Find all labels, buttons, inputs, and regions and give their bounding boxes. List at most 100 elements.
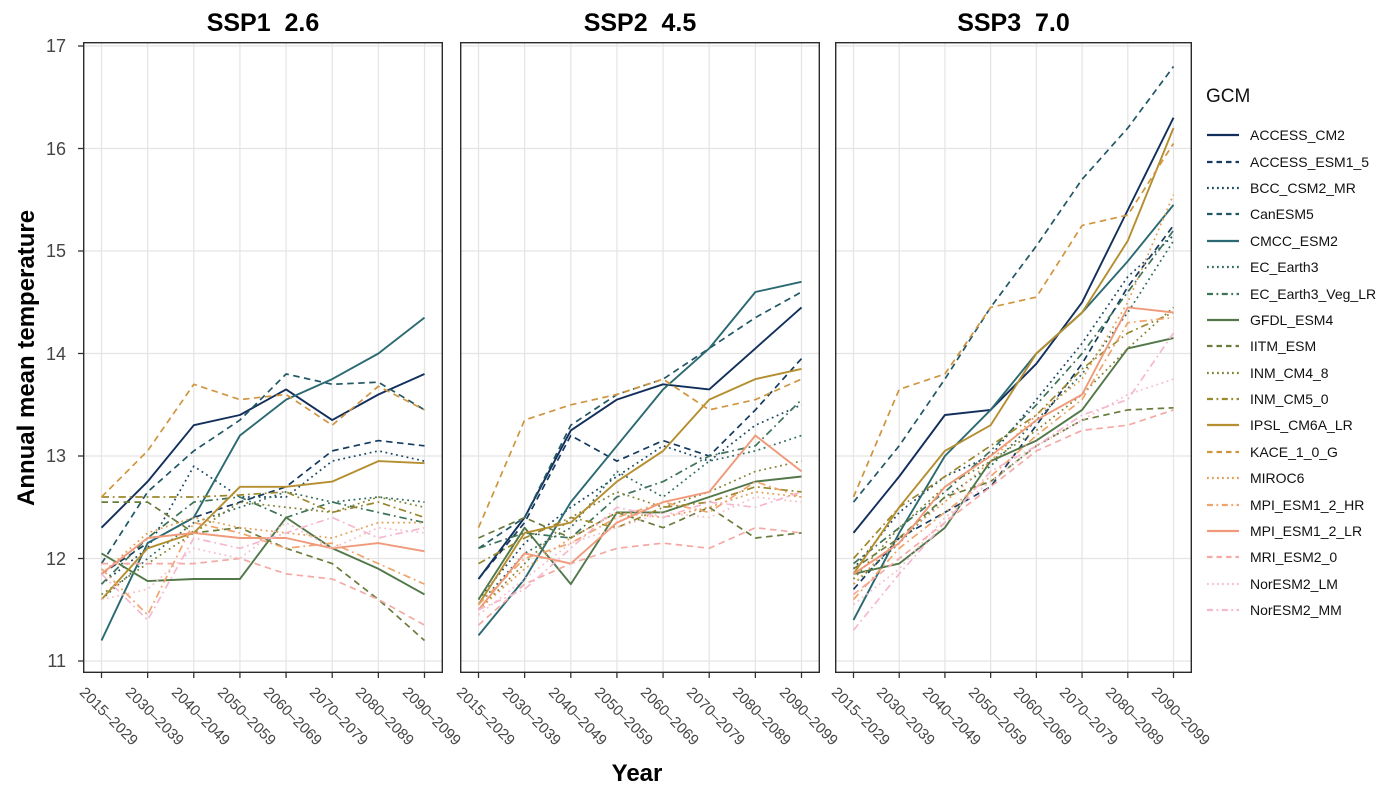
y-tick-label: 14 [45,343,66,364]
legend-key-line-icon [1207,450,1239,453]
series-line-EC_Earth3_Veg_LR [100,496,425,585]
legend-item-BCC_CSM2_MR: BCC_CSM2_MR [1206,175,1392,201]
legend-key-line-icon [1207,266,1239,269]
series-line-INM_CM5_0 [101,491,425,519]
y-tick-label: 12 [45,548,66,569]
series-line-IPSL_CM6A_LR [852,127,1175,575]
series-line-IITM_ESM [101,501,426,642]
series-line-EC_Earth3 [100,491,425,601]
legend-item-EC_Earth3_Veg_LR: EC_Earth3_Veg_LR [1206,280,1392,306]
panel-ssp3-plot [834,41,1193,678]
legend-key-line-icon [1207,186,1239,190]
legend-key-line-icon [1207,292,1239,295]
series-line-MIROC6 [100,516,425,575]
series-line-IPSL_CM6A_LR [100,460,425,601]
legend-key-line-icon [1207,318,1239,322]
legend-item-ACCESS_ESM1_5: ACCESS_ESM1_5 [1206,148,1392,174]
series-line-MPI_ESM1_2_LR [477,434,803,611]
series-line-CanESM5 [852,65,1175,503]
legend-key-line-icon [1207,213,1239,216]
y-tick-label: 17 [45,36,66,56]
series-line-INM_CM5_0 [852,311,1174,560]
legend-title: GCM [1206,86,1251,107]
legend-item-IITM_ESM: IITM_ESM [1206,333,1392,359]
legend-item-NorESM2_LM: NorESM2_LM [1206,571,1392,597]
legend-items: ACCESS_CM2 ACCESS_ESM1_5 BCC_CSM2_MR CanESM… [1206,122,1392,623]
series-line-NorESM2_LM [852,378,1174,606]
series-line-IPSL_CM6A_LR [477,367,802,606]
legend-label: KACE_1_0_G [1250,443,1338,460]
legend-label: IITM_ESM [1250,338,1317,355]
series-line-KACE_1_0_G [852,142,1175,498]
legend-label: ACCESS_CM2 [1250,127,1345,144]
series-line-MPI_ESM1_2_HR [100,521,425,616]
series-line-CanESM5 [478,291,802,550]
series-line-NorESM2_LM [101,521,425,601]
series-line-CMCC_ESM2 [852,204,1175,621]
series-line-NorESM2_MM [478,491,802,611]
legend-item-EC_Earth3: EC_Earth3 [1206,254,1392,280]
x-axis-title: Year [611,760,663,787]
legend-key-line-icon [1207,609,1239,612]
series-line-MRI_ESM2_0 [477,526,802,626]
series-line-KACE_1_0_G [477,378,802,529]
legend-label: MPI_ESM1_2_HR [1250,496,1365,513]
legend-key-line-icon [1207,345,1239,348]
legend-label: MIROC6 [1250,470,1305,487]
panel-title-ssp1: SSP1 2.6 [206,9,320,37]
legend-label: INM_CM5_0 [1250,391,1329,408]
legend-item-GFDL_ESM4: GFDL_ESM4 [1206,307,1392,333]
legend-key-line-icon [1207,582,1239,585]
series-line-ACCESS_ESM1_5 [477,358,803,580]
legend-key-line-icon [1207,239,1239,242]
legend-label: EC_Earth3 [1250,259,1319,276]
legend-item-INM_CM5_0: INM_CM5_0 [1206,386,1392,412]
legend-label: INM_CM4_8 [1250,364,1329,381]
legend-key-line-icon [1207,371,1239,374]
legend-label: CanESM5 [1250,206,1314,223]
series-line-CMCC_ESM2 [100,316,426,641]
series-line-BCC_CSM2_MR [852,234,1175,570]
legend-label: BCC_CSM2_MR [1250,179,1356,196]
legend-label: MPI_ESM1_2_LR [1250,523,1363,540]
series-line-GFDL_ESM4 [101,516,425,596]
series-line-IITM_ESM [853,406,1174,570]
legend-label: EC_Earth3_Veg_LR [1250,285,1377,302]
y-tick-label: 13 [45,446,66,466]
series-line-ACCESS_ESM1_5 [852,224,1175,590]
legend-key-line-icon [1207,529,1239,533]
legend: GCM ACCESS_CM2 ACCESS_ESM1_5 BCC_CSM2_MR Ca… [1206,86,1392,623]
legend-key-line-icon [1207,160,1239,163]
legend-item-MPI_ESM1_2_HR: MPI_ESM1_2_HR [1206,491,1392,517]
series-line-MRI_ESM2_0 [101,557,425,626]
legend-item-KACE_1_0_G: KACE_1_0_G [1206,439,1392,465]
panel-border [82,41,444,673]
panel-title-ssp2: SSP2 4.5 [583,9,697,37]
legend-label: NorESM2_LM [1250,575,1338,592]
y-tick-label: 15 [45,241,66,261]
legend-item-MIROC6: MIROC6 [1206,465,1392,491]
y-tick-label: 16 [45,138,66,159]
series-line-KACE_1_0_G [100,383,425,498]
legend-key-line-icon [1207,503,1239,506]
panel-border [459,41,821,673]
series-line-INM_CM4_8 [852,306,1175,580]
series-line-GFDL_ESM4 [853,337,1174,575]
legend-label: IPSL_CM6A_LR [1250,417,1353,434]
legend-item-MRI_ESM2_0: MRI_ESM2_0 [1206,544,1392,570]
series-line-BCC_CSM2_MR [100,450,425,585]
series-line-INM_CM5_0 [478,485,802,565]
series-line-GFDL_ESM4 [477,475,802,601]
series-line-BCC_CSM2_MR [477,404,802,601]
legend-label: CMCC_ESM2 [1250,232,1338,249]
legend-label: MRI_ESM2_0 [1250,549,1338,566]
legend-item-CMCC_ESM2: CMCC_ESM2 [1206,228,1392,254]
series-line-ACCESS_ESM1_5 [101,439,425,575]
legend-item-INM_CM4_8: INM_CM4_8 [1206,360,1392,386]
series-line-ACCESS_CM2 [477,306,803,580]
series-line-EC_Earth3_Veg_LR [478,398,803,550]
panel-title-ssp3: SSP3 7.0 [957,9,1070,37]
series-line-NorESM2_LM [477,496,802,616]
legend-item-CanESM5: CanESM5 [1206,201,1392,227]
